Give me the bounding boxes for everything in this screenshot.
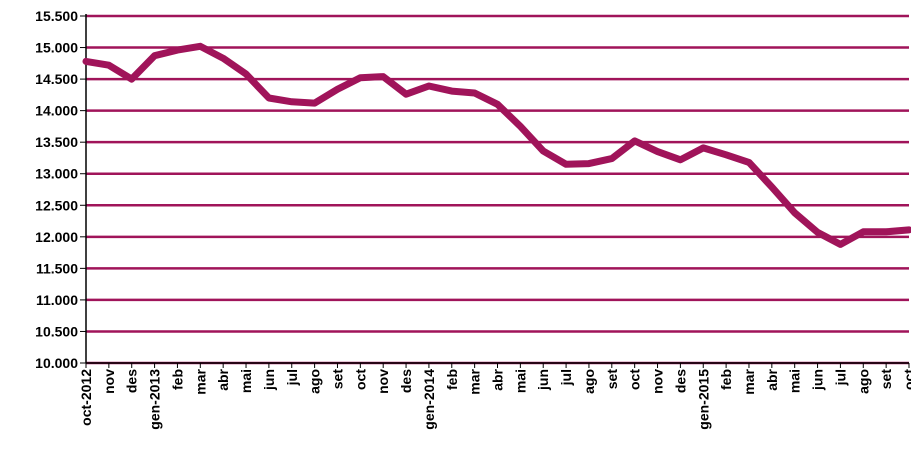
data-point	[815, 229, 821, 235]
data-point	[632, 138, 638, 144]
data-point	[357, 75, 363, 81]
x-tick-label: abr	[764, 368, 780, 390]
x-tick-label: mai	[512, 369, 528, 393]
data-point	[883, 229, 889, 235]
x-tick-label: jun	[535, 369, 551, 391]
x-tick-label: abr	[490, 368, 506, 390]
data-point	[517, 123, 523, 129]
x-tick-label: des	[398, 369, 414, 393]
x-tick-label: mai	[787, 369, 803, 393]
data-point	[380, 74, 386, 80]
data-point	[243, 71, 249, 77]
data-point	[746, 159, 752, 165]
x-tick-label: des	[672, 369, 688, 393]
gridlines	[86, 14, 909, 365]
y-tick-label: 12.500	[35, 197, 78, 213]
data-point	[769, 184, 775, 190]
data-point	[312, 100, 318, 106]
x-tick-label: oct	[901, 369, 911, 390]
x-tick-label: jul	[558, 369, 574, 386]
data-point	[723, 152, 729, 158]
x-tick-label: nov	[650, 369, 666, 394]
data-point	[563, 161, 569, 167]
x-tick-label: jun	[261, 369, 277, 391]
data-point	[495, 101, 500, 107]
x-tick-labels: oct-2012 nov des gen-2013 feb mar abr mai jun jul…	[78, 368, 911, 429]
data-point	[129, 76, 135, 82]
data-point	[609, 156, 615, 162]
x-tick-label: mai	[238, 369, 254, 393]
data-point	[197, 43, 203, 49]
y-tick-label: 15.500	[35, 8, 78, 24]
x-tick-label: ago	[855, 369, 871, 394]
x-tick-label: jul	[832, 369, 848, 386]
data-point	[152, 53, 158, 59]
y-tick-label: 10.000	[35, 355, 78, 371]
data-point	[540, 148, 546, 154]
data-point	[106, 62, 112, 68]
x-tick-label: feb	[444, 369, 460, 390]
data-point	[655, 149, 661, 155]
data-point	[426, 83, 432, 89]
x-tick-label: oct	[352, 369, 368, 390]
y-tick-label: 14.500	[35, 71, 78, 87]
y-tick-label: 15.000	[35, 40, 78, 56]
x-tick-label: set	[878, 369, 894, 390]
y-tick-labels: 10.000 10.500 11.000 11.500 12.000 12.500 13.0…	[35, 8, 78, 371]
data-point	[677, 157, 683, 163]
x-tick-label: ago	[581, 369, 597, 394]
y-tick-label: 11.500	[36, 260, 78, 276]
y-tick-label: 13.500	[35, 134, 78, 150]
data-point	[174, 47, 180, 53]
x-tick-label: mar	[741, 368, 757, 394]
y-tick-label: 14.000	[35, 103, 78, 119]
data-point	[472, 90, 478, 96]
y-tick-label: 13.000	[35, 166, 78, 182]
x-tick-label: ago	[307, 369, 323, 394]
x-tick-label: abr	[215, 368, 231, 390]
x-tick-label: gen-2014	[421, 369, 437, 430]
y-tick-label: 12.000	[35, 229, 78, 245]
x-tick-label: nov	[101, 369, 117, 394]
data-point	[220, 55, 226, 61]
data-point	[906, 227, 911, 233]
x-tick-label: oct	[627, 369, 643, 390]
y-tick-label: 11.000	[36, 292, 78, 308]
x-tick-label: feb	[718, 369, 734, 390]
x-tick-label: des	[124, 369, 140, 393]
data-point	[837, 241, 843, 247]
x-tick-label: nov	[375, 369, 391, 394]
data-point	[449, 88, 455, 94]
data-point	[83, 58, 89, 64]
x-tick-label: set	[329, 369, 345, 390]
data-point	[289, 99, 295, 105]
data-point	[586, 161, 592, 167]
y-tick-label: 10.500	[35, 323, 78, 339]
data-point	[266, 95, 272, 101]
series-lines	[82, 42, 911, 248]
x-tick-label: jun	[810, 369, 826, 391]
x-tick-label: oct-2012	[78, 369, 94, 426]
x-tick-label: set	[604, 369, 620, 390]
data-point	[403, 91, 409, 97]
data-point	[700, 145, 706, 151]
x-tick-label: gen-2013	[147, 369, 163, 430]
data-point	[792, 210, 798, 216]
x-tick-label: mar	[192, 368, 208, 394]
x-tick-label: mar	[467, 368, 483, 394]
x-tick-label: feb	[169, 369, 185, 390]
data-point	[334, 86, 340, 92]
series-line	[82, 42, 911, 248]
x-tick-label: gen-2015	[695, 369, 711, 430]
axes	[80, 14, 910, 368]
x-tick-label: jul	[284, 369, 300, 386]
data-point	[860, 229, 866, 235]
